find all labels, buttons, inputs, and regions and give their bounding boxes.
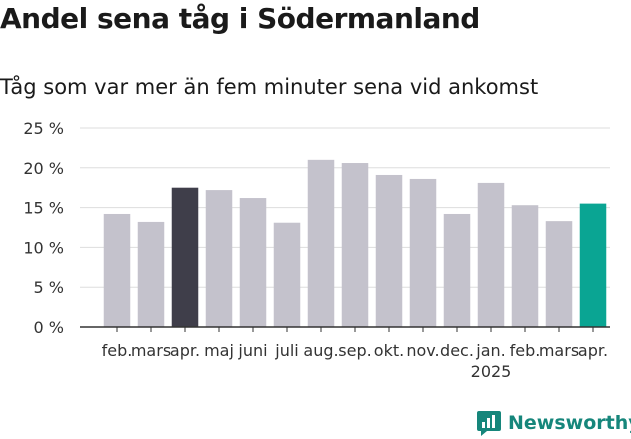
- x-tick-label: mars: [131, 341, 171, 360]
- y-tick-label: 20 %: [23, 159, 64, 178]
- x-tick-label: okt.: [374, 341, 404, 360]
- x-tick-label: juli: [274, 341, 298, 360]
- x-tick-label: juni: [237, 341, 267, 360]
- y-tick-label: 5 %: [34, 278, 64, 297]
- x-tick-label: nov.: [406, 341, 439, 360]
- x-tick-label: jan.: [475, 341, 505, 360]
- bar: [545, 221, 573, 327]
- chart-subtitle: Tåg som var mer än fem minuter sena vid …: [0, 75, 539, 99]
- bar: [341, 163, 369, 327]
- logo-text: Newsworthy: [508, 412, 631, 434]
- bar: [443, 213, 471, 327]
- x-tick-label: feb.: [510, 341, 541, 360]
- bar: [477, 182, 505, 327]
- bar: [239, 198, 267, 327]
- y-tick-label: 15 %: [23, 199, 64, 218]
- y-tick-label: 0 %: [34, 318, 64, 337]
- bar: [409, 178, 437, 327]
- bar: [205, 190, 233, 327]
- bar: [511, 205, 539, 327]
- x-tick-label: apr.: [170, 341, 200, 360]
- x-tick-label: mars: [539, 341, 579, 360]
- bar: [137, 221, 165, 327]
- y-tick-label: 10 %: [23, 238, 64, 257]
- x-tick-label: dec.: [440, 341, 474, 360]
- x-tick-label: aug.: [303, 341, 338, 360]
- x-tick-label: apr.: [578, 341, 608, 360]
- newsworthy-logo: Newsworthy: [476, 409, 631, 437]
- newsworthy-chart-icon: [477, 411, 501, 436]
- x-tick-label: maj: [204, 341, 234, 360]
- bar: [171, 187, 199, 327]
- x-year-label: 2025: [471, 362, 512, 381]
- bar: [273, 222, 301, 327]
- bar: [103, 213, 131, 327]
- bar: [579, 203, 607, 327]
- bar: [307, 159, 335, 327]
- y-tick-label: 25 %: [23, 119, 64, 138]
- bar: [375, 174, 403, 327]
- chart-title: Andel sena tåg i Södermanland: [0, 2, 480, 35]
- x-tick-label: feb.: [102, 341, 133, 360]
- x-tick-label: sep.: [338, 341, 371, 360]
